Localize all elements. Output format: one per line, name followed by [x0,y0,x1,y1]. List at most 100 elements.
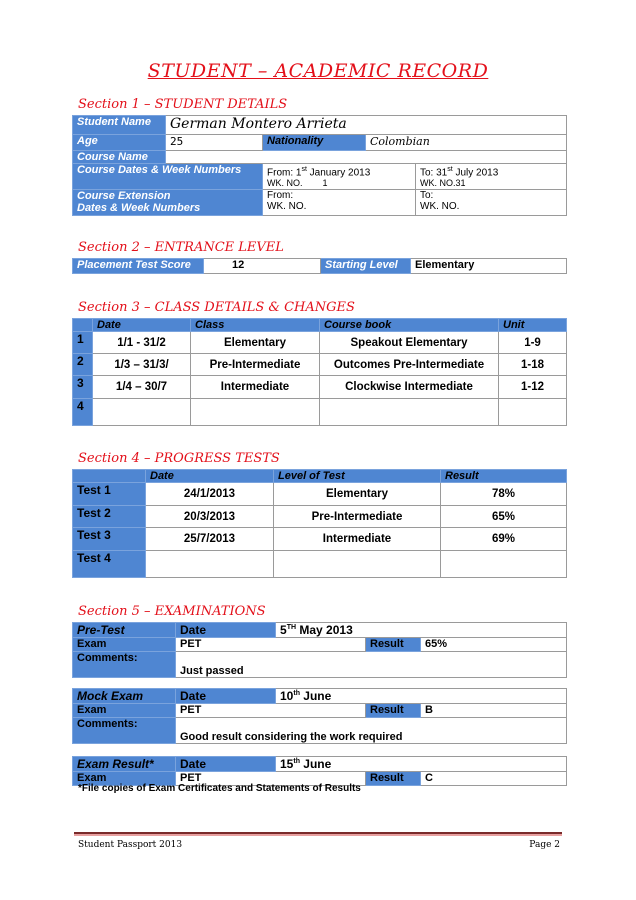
header: Unit [498,318,567,332]
text: Course Extension [77,190,171,203]
section-3-heading: Section 3 – CLASS DETAILS & CHANGES [78,300,355,315]
test-label: Test 3 [72,527,146,551]
table-row: Test 1 24/1/2013 Elementary 78% [72,482,567,506]
comments: Just passed [175,651,567,678]
text: WK. NO. 1 [267,178,328,189]
label: Result [365,637,421,652]
label: Comments: [72,717,176,744]
cell-level [273,550,441,578]
label: Exam [72,771,176,786]
cell-date: 1/3 – 31/3/ [92,353,191,376]
text: st [447,166,453,173]
label: Age [72,134,166,151]
exam-date: 5TH May 2013 [275,622,567,638]
row-number: 1 [72,331,93,354]
text: TH [286,624,297,631]
text: th [293,758,300,765]
label: Result [365,771,421,786]
text: June [299,757,332,771]
cell-unit: 1-9 [498,331,567,354]
text: To: 31 [420,167,448,179]
label: Exam [72,703,176,718]
footnote: *File copies of Exam Certificates and St… [78,783,361,794]
starting-level: Elementary [410,258,567,274]
header: Date [145,469,274,483]
cell-book: Clockwise Intermediate [319,375,499,399]
table-row: 2 1/3 – 31/3/Pre-Intermediate Outcomes Pre… [72,353,567,376]
text: May 2013 [296,623,353,637]
cell-unit: 1-12 [498,375,567,399]
exam-result: C [419,771,568,786]
section-1-heading: Section 1 – STUDENT DETAILS [78,97,288,112]
footer-page-number: Page 2 [529,840,560,850]
cell-unit: 1-18 [498,353,567,376]
text: From: 1 [267,167,302,179]
text: June [299,689,332,703]
ext-from: From: WK. NO. [262,189,416,217]
label: Course Name [72,150,166,164]
cell-unit [498,398,567,426]
cell-date: 1/1 - 31/2 [92,331,191,354]
label: Date [175,688,276,704]
section-2-heading: Section 2 – ENTRANCE LEVEL [78,240,284,255]
placement-score: 12 [203,258,321,274]
cell-level: Pre-Intermediate [273,505,441,528]
test-label: Test 2 [72,505,146,528]
footer-left: Student Passport 2013 [78,840,183,850]
text: 5 [280,623,287,637]
text: WK. NO. [267,201,307,213]
entrance-level-table: Placement Test Score 12 Starting Level Elem… [72,258,567,274]
cell-level: Intermediate [273,527,441,551]
exam-name: PET [175,703,366,718]
table-row: Test 4 [72,550,567,578]
course-to: To: 31st July 2013 WK. NO.31 [415,162,567,191]
text: July 2013 [452,167,499,179]
label: Nationality [262,134,366,151]
student-name: German Montero Arrieta [165,115,567,135]
exam-result: 65% [420,637,567,652]
section-5-heading: Section 5 – EXAMINATIONS [78,604,266,619]
progress-tests-table: Date Level of Test Result Test 1 24/1/2013 E… [72,469,567,578]
cell-result: 65% [440,505,567,528]
text: Dates & Week Numbers [77,202,201,215]
row-number: 2 [72,353,93,376]
text: 15 [280,757,294,771]
label: Course Dates & Week Numbers [72,162,263,191]
student-details-table: Student Name German Montero Arrieta Age 25… [72,115,567,217]
ext-to: To: WK. NO. [415,189,567,217]
cell-date [145,550,274,578]
cell-book [319,398,499,426]
test-label: Test 4 [72,550,146,578]
course-name [165,150,567,164]
text: WK. NO.31 [420,178,466,189]
cell-result [440,550,567,578]
table-row: Test 2 20/3/2013 Pre-Intermediate 65% [72,505,567,528]
text: To: [420,190,434,202]
exam-table-pre: Pre-Test Date 5TH May 2013 Exam PET Result 65… [72,622,567,678]
cell-result: 69% [440,527,567,551]
cell-book: Speakout Elementary [319,331,499,354]
cell-date: 20/3/2013 [145,505,274,528]
cell-level: Elementary [273,482,441,506]
text: From: [267,190,294,202]
test-label: Test 1 [72,482,146,506]
label: Result [365,703,421,718]
class-details-table: Date Class Course book Unit 1 1/1 - 31/2 Elem… [72,318,567,426]
text: st [301,166,307,173]
footer-rule [74,832,562,836]
header: Course book [319,318,499,332]
exam-title: Exam Result* [72,756,176,772]
cell-class: Pre-Intermediate [190,353,320,376]
exam-title: Pre-Test [72,622,176,638]
cell-class [190,398,320,426]
exam-date: 10th June [274,688,568,704]
label: Student Name [72,115,166,135]
label: Comments: [72,651,176,678]
header: Date [92,318,191,332]
age: 25 [165,134,263,151]
label: Date [175,622,276,638]
label: Exam [72,637,176,652]
nationality: Colombian [365,134,567,151]
header: Result [440,469,567,483]
